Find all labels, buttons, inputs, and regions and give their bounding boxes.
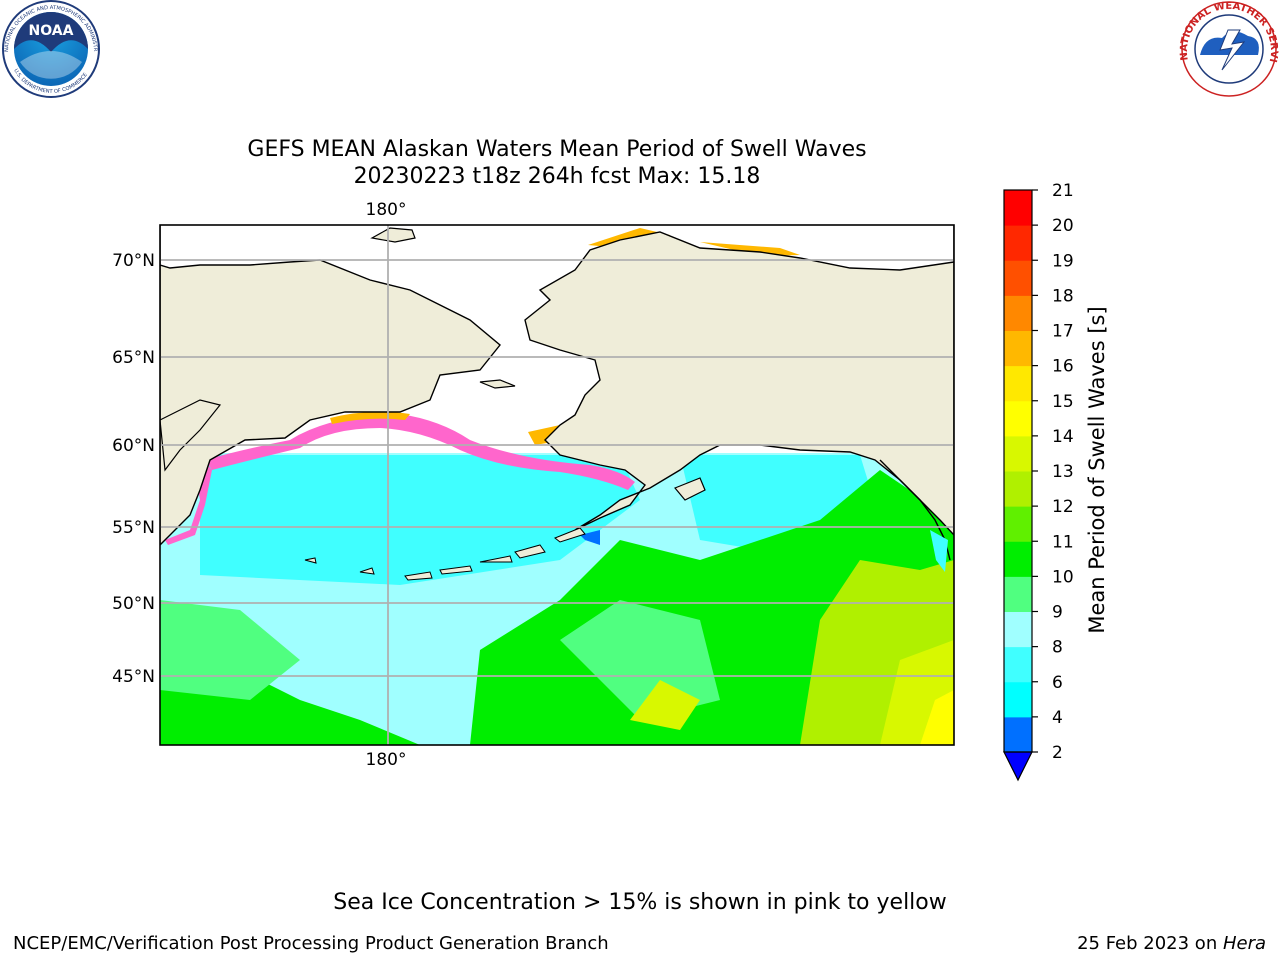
swell-field-inside-passage xyxy=(930,530,948,572)
colorbar-segment xyxy=(1004,400,1032,437)
lat-tick-label: 50°N xyxy=(112,594,155,614)
lat-tick-label: 60°N xyxy=(112,436,155,456)
colorbar: 2 4 6 8 9 10 11 12 13 14 15 16 17 18 19 20 21 xyxy=(1003,181,1074,782)
colorbar-tick-label: 20 xyxy=(1052,216,1074,236)
sea-ice-note: Sea Ice Concentration > 15% is shown in … xyxy=(333,890,947,915)
colorbar-tick-label: 19 xyxy=(1052,251,1074,271)
colorbar-segment xyxy=(1004,471,1032,507)
colorbar-segment xyxy=(1004,260,1032,296)
noaa-logo: NOAA NATIONAL OCEANIC AND ATMOSPHERIC AD… xyxy=(0,0,100,98)
land-kodiak xyxy=(674,477,706,501)
noaa-logo-text: NOAA xyxy=(29,23,74,39)
chart-title: GEFS MEAN Alaskan Waters Mean Period of … xyxy=(0,136,1114,190)
land-siberia xyxy=(160,225,501,546)
lon-tick-label-top: 180° xyxy=(366,200,407,220)
colorbar-tick-label: 6 xyxy=(1052,673,1063,693)
map-area xyxy=(160,225,954,745)
land-wrangel-island xyxy=(370,227,416,243)
colorbar-tick-label: 9 xyxy=(1052,603,1063,623)
lat-tick-label: 70°N xyxy=(112,251,155,271)
svg-text:NATIONAL WEATHER SERVICE: NATIONAL WEATHER SERVICE xyxy=(0,0,1279,63)
colorbar-segment xyxy=(1004,506,1032,542)
colorbar-tick-label: 18 xyxy=(1052,286,1074,306)
lat-tick-label: 55°N xyxy=(112,518,155,538)
colorbar-tick-label: 11 xyxy=(1052,532,1074,552)
colorbar-tick-label: 12 xyxy=(1052,497,1074,517)
land-alaska xyxy=(524,225,954,537)
sea-ice-arctic-2 xyxy=(700,242,800,256)
colorbar-segment xyxy=(1004,681,1032,718)
nws-logo: NATIONAL WEATHER SERVICE xyxy=(0,0,1279,97)
title-line-2: 20230223 t18z 264h fcst Max: 15.18 xyxy=(353,164,761,189)
colorbar-segment xyxy=(1004,365,1032,402)
colorbar-tick-label: 4 xyxy=(1052,708,1063,728)
footer-producer: NCEP/EMC/Verification Post Processing Pr… xyxy=(13,933,609,954)
map-gridlines xyxy=(160,225,954,745)
colorbar-tick-label: 15 xyxy=(1052,392,1074,412)
colorbar-segment xyxy=(1004,541,1032,577)
colorbar-extend-min xyxy=(1003,751,1033,782)
colorbar-tick-label: 8 xyxy=(1052,638,1063,658)
nws-ring-text: NATIONAL WEATHER SERVICE xyxy=(0,0,1279,63)
colorbar-segment xyxy=(1004,435,1032,472)
land-aleutians xyxy=(304,527,586,581)
lat-tick-label: 45°N xyxy=(112,667,155,687)
land-kamchatka xyxy=(160,399,222,472)
sea-ice-high-conc xyxy=(330,411,410,424)
title-line-1: GEFS MEAN Alaskan Waters Mean Period of … xyxy=(247,137,867,162)
colorbar-tick-label: 17 xyxy=(1052,322,1074,342)
land-st-lawrence xyxy=(479,379,516,389)
colorbar-tick-label: 10 xyxy=(1052,567,1074,587)
swell-field-13-14s-patch xyxy=(630,680,700,730)
lat-tick-labels: 70°N 65°N 60°N 55°N 50°N 45°N xyxy=(112,251,155,687)
colorbar-segment xyxy=(1004,716,1032,753)
swell-field-9-10s-west xyxy=(160,600,300,700)
colorbar-tick-label: 21 xyxy=(1052,181,1074,201)
swell-field-14-15s xyxy=(920,690,954,745)
colorbar-segment xyxy=(1004,225,1032,261)
colorbar-tick-label: 13 xyxy=(1052,462,1074,482)
lat-tick-label: 65°N xyxy=(112,348,155,368)
colorbar-segment xyxy=(1004,295,1032,331)
colorbar-tick-label: 2 xyxy=(1052,743,1063,763)
map-frame xyxy=(159,224,955,746)
colorbar-segment xyxy=(1004,330,1032,367)
colorbar-segment xyxy=(1004,576,1032,612)
colorbar-segment xyxy=(1004,611,1032,648)
footer-date: 25 Feb 2023 on Hera xyxy=(1077,933,1266,954)
colorbar-tick-label: 16 xyxy=(1052,357,1074,377)
colorbar-segment xyxy=(1004,646,1032,683)
footer-host: Hera xyxy=(1222,933,1266,954)
lon-tick-label-bottom: 180° xyxy=(366,750,407,770)
colorbar-segment xyxy=(1004,190,1032,226)
sea-ice-edge xyxy=(205,414,635,490)
colorbar-tick-label: 14 xyxy=(1052,427,1074,447)
